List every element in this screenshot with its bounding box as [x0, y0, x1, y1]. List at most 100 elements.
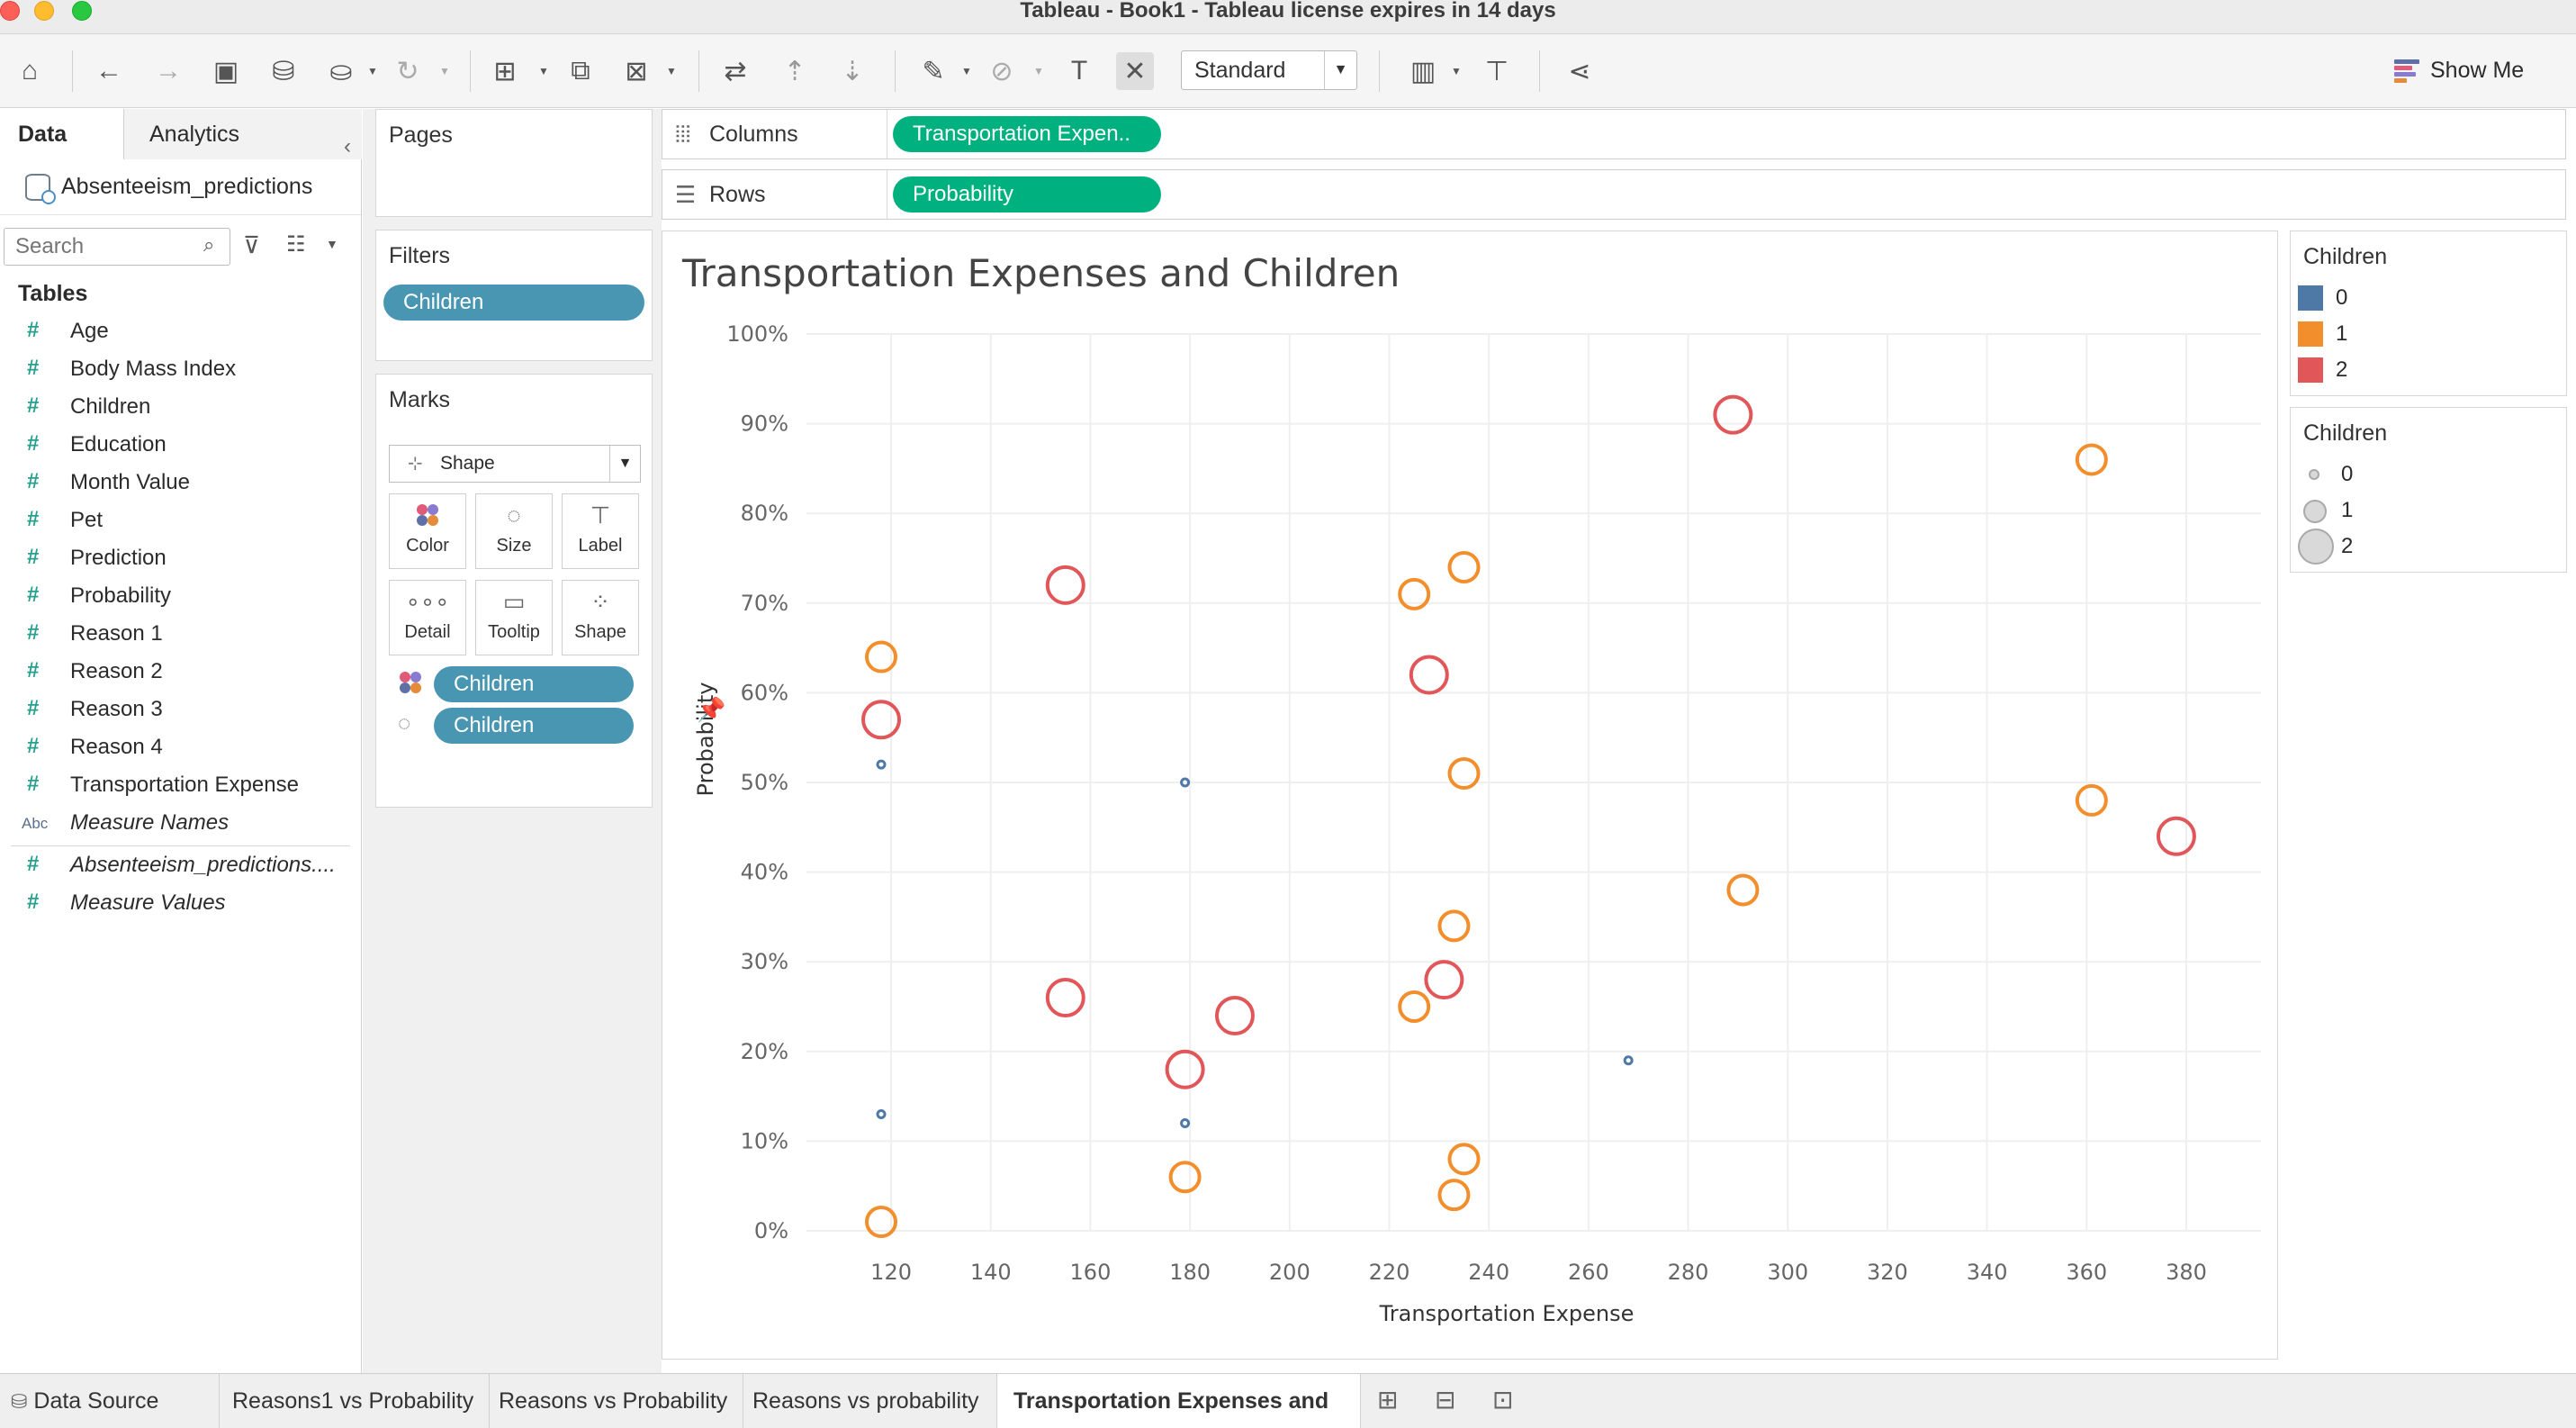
columns-shelf-label: ⦙⦙⦙ Columns	[662, 110, 887, 158]
field-measure-names[interactable]: Abc Measure Names	[0, 804, 361, 842]
chevron-down-icon[interactable]: ▼	[538, 65, 549, 77]
main-toolbar: ⌂ ← → ▣ ⛁ ⛀ ▼ ↻ ▼ ⊞ ▼ ⧉ ⊠ ▼ ⇄ ⇡ ⇣ ✎ ▼ ⊘ …	[0, 34, 2576, 108]
chevron-down-icon[interactable]: ▼	[1033, 65, 1044, 77]
highlight-icon[interactable]: ✎	[922, 56, 945, 86]
y-tick-label: 60%	[741, 680, 788, 705]
mark-type-dropdown[interactable]: ⊹ Shape ▼	[389, 445, 641, 483]
viz-area[interactable]: Transportation Expenses and Children 0% 1…	[662, 230, 2278, 1360]
shape-button[interactable]: ⁘ Shape	[562, 580, 639, 655]
field-item[interactable]: # Age	[0, 312, 361, 350]
y-tick-label: 30%	[741, 949, 788, 974]
field-item[interactable]: # Reason 1	[0, 615, 361, 653]
sort-ascending-icon[interactable]: ⇡	[783, 56, 806, 86]
undo-icon[interactable]: ←	[95, 56, 122, 86]
field-item[interactable]: # Probability	[0, 577, 361, 615]
field-item[interactable]: # Education	[0, 426, 361, 464]
field-item[interactable]: # Reason 3	[0, 691, 361, 728]
tab-sheet[interactable]: Reasons vs Probability	[490, 1374, 743, 1428]
columns-shelf[interactable]: ⦙⦙⦙ Columns Transportation Expen..	[662, 109, 2566, 159]
filter-icon[interactable]: ⊽	[243, 231, 261, 258]
label-button[interactable]: ⊤ Label	[562, 493, 639, 569]
minimize-window-button[interactable]	[34, 1, 54, 21]
show-cards-icon[interactable]: ▥	[1410, 56, 1437, 86]
datasource-item[interactable]: Absenteeism_predictions	[0, 159, 361, 215]
home-icon[interactable]: ⌂	[21, 56, 39, 86]
tab-data-source[interactable]: ⛁ Data Source	[0, 1374, 220, 1428]
refresh-icon[interactable]: ↻	[396, 56, 419, 86]
chevron-down-icon[interactable]: ▼	[326, 237, 338, 251]
legend-item[interactable]: 0	[2291, 280, 2566, 316]
pause-updates-icon[interactable]: ⛀	[329, 56, 353, 86]
y-tick-label: 90%	[741, 411, 788, 437]
clear-sheet-icon[interactable]: ⊠	[625, 56, 648, 86]
rows-pill[interactable]: Probability	[893, 176, 1161, 212]
new-dashboard-icon[interactable]: ⊟	[1435, 1386, 1456, 1414]
field-item[interactable]: # Transportation Expense	[0, 766, 361, 804]
size-button[interactable]: ◌ Size	[475, 493, 553, 569]
filters-card[interactable]: Filters Children	[375, 230, 653, 361]
pages-card[interactable]: Pages	[375, 109, 653, 217]
chevron-down-icon[interactable]: ▼	[1324, 51, 1356, 89]
close-window-button[interactable]	[0, 1, 20, 21]
fit-dropdown[interactable]: Standard ▼	[1181, 50, 1357, 90]
field-item[interactable]: # Prediction	[0, 539, 361, 577]
pin-icon[interactable]: 📌	[697, 695, 725, 723]
chevron-down-icon[interactable]: ▼	[666, 65, 677, 77]
field-item[interactable]: # Reason 2	[0, 653, 361, 691]
tooltip-button[interactable]: ▭ Tooltip	[475, 580, 553, 655]
marks-pill-size-children[interactable]: Children	[434, 708, 634, 744]
sort-descending-icon[interactable]: ⇣	[841, 56, 864, 86]
legend-item[interactable]: 1	[2291, 316, 2566, 352]
legend-item[interactable]: 2	[2291, 352, 2566, 388]
chevron-down-icon[interactable]: ▼	[439, 65, 450, 77]
filter-pill-children[interactable]: Children	[383, 285, 644, 321]
rows-shelf[interactable]: ☰ Rows Probability	[662, 169, 2566, 220]
redo-icon[interactable]: →	[155, 56, 182, 86]
presentation-mode-icon[interactable]: ⊤	[1484, 56, 1509, 86]
tab-analytics[interactable]: Analytics ‹	[124, 109, 362, 159]
tab-data[interactable]: Data	[0, 109, 124, 159]
legend-item[interactable]: 0	[2291, 456, 2566, 493]
field-label: Absenteeism_predictions....	[70, 853, 336, 877]
field-item[interactable]: # Children	[0, 388, 361, 426]
tab-sheet[interactable]: Reasons1 vs Probability	[220, 1374, 490, 1428]
field-item[interactable]: # Absenteeism_predictions....	[0, 846, 361, 884]
chevron-down-icon[interactable]: ▼	[609, 446, 640, 482]
field-item[interactable]: # Body Mass Index	[0, 350, 361, 388]
field-item[interactable]: # Month Value	[0, 464, 361, 502]
fix-axes-icon[interactable]: ✕	[1116, 52, 1154, 90]
field-item[interactable]: # Pet	[0, 502, 361, 539]
tab-sheet-active[interactable]: Transportation Expenses and C...	[997, 1374, 1361, 1428]
size-legend[interactable]: Children 0 1 2	[2290, 407, 2567, 573]
detail-button[interactable]: ∘∘∘ Detail	[389, 580, 466, 655]
new-datasource-icon[interactable]: ⛁	[272, 56, 295, 86]
toolbar-separator	[1539, 50, 1540, 92]
swap-rows-columns-icon[interactable]: ⇄	[724, 56, 747, 86]
collapse-pane-icon[interactable]: ‹	[344, 134, 351, 158]
share-icon[interactable]: ⋖	[1568, 56, 1591, 86]
chevron-down-icon[interactable]: ▼	[367, 65, 378, 77]
color-legend[interactable]: Children 0 1 2	[2290, 230, 2567, 396]
show-mark-labels-icon[interactable]: T	[1070, 56, 1088, 86]
legend-item[interactable]: 2	[2291, 529, 2566, 565]
new-worksheet-icon[interactable]: ⊞	[493, 56, 517, 86]
marks-pill-color-children[interactable]: Children	[434, 666, 634, 702]
zoom-window-button[interactable]	[72, 1, 92, 21]
new-worksheet-icon[interactable]: ⊞	[1377, 1386, 1399, 1414]
chevron-down-icon[interactable]: ▼	[1451, 65, 1462, 77]
scatter-plot[interactable]: 0% 10% 20% 30% 40% 50% 60% 70% 80% 90% 100% 120 140…	[662, 231, 2279, 1360]
view-options-icon[interactable]: ☷	[286, 232, 306, 257]
color-button[interactable]: Color	[389, 493, 466, 569]
field-item[interactable]: # Reason 4	[0, 728, 361, 766]
field-item[interactable]: # Measure Values	[0, 884, 361, 922]
tab-sheet[interactable]: Reasons vs probability	[743, 1374, 997, 1428]
field-search-input[interactable]	[4, 228, 230, 266]
show-me-button[interactable]: Show Me	[2394, 50, 2524, 90]
save-icon[interactable]: ▣	[212, 56, 239, 86]
new-story-icon[interactable]: ⊡	[1492, 1386, 1514, 1414]
group-members-icon[interactable]: ⊘	[990, 56, 1013, 86]
columns-pill[interactable]: Transportation Expen..	[893, 116, 1161, 152]
chevron-down-icon[interactable]: ▼	[961, 65, 972, 77]
legend-item[interactable]: 1	[2291, 493, 2566, 529]
duplicate-sheet-icon[interactable]: ⧉	[571, 56, 590, 86]
